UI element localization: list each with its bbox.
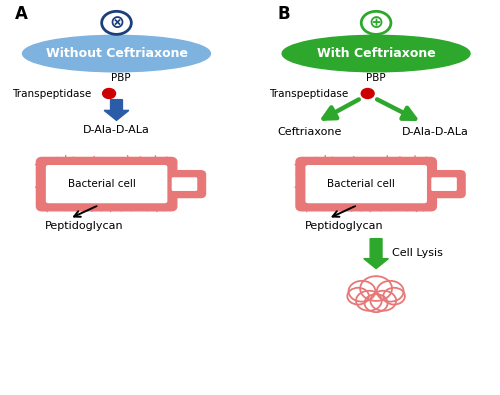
Circle shape <box>102 88 116 98</box>
Text: Bacterial cell: Bacterial cell <box>328 179 395 189</box>
Text: With Ceftriaxone: With Ceftriaxone <box>316 47 436 60</box>
FancyBboxPatch shape <box>304 164 428 204</box>
Text: Cell Lysis: Cell Lysis <box>392 248 444 258</box>
Circle shape <box>361 88 374 98</box>
Text: Transpeptidase: Transpeptidase <box>269 88 348 98</box>
FancyBboxPatch shape <box>430 177 458 192</box>
Text: Transpeptidase: Transpeptidase <box>12 88 91 98</box>
Ellipse shape <box>282 35 470 72</box>
Polygon shape <box>104 100 129 120</box>
FancyBboxPatch shape <box>36 158 177 211</box>
Text: Ceftriaxone: Ceftriaxone <box>277 127 342 137</box>
FancyBboxPatch shape <box>45 164 168 204</box>
Text: A: A <box>15 5 28 23</box>
Text: B: B <box>277 5 290 23</box>
Polygon shape <box>364 239 388 269</box>
Text: ⊗: ⊗ <box>109 14 124 32</box>
FancyBboxPatch shape <box>423 171 465 198</box>
Text: PBP: PBP <box>110 73 130 83</box>
Text: D-Ala-D-ALa: D-Ala-D-ALa <box>402 127 469 137</box>
Text: ⊕: ⊕ <box>368 14 384 32</box>
FancyBboxPatch shape <box>296 158 436 211</box>
Text: Without Ceftriaxone: Without Ceftriaxone <box>46 47 188 60</box>
Text: Peptidoglycan: Peptidoglycan <box>45 221 124 231</box>
FancyBboxPatch shape <box>171 177 198 192</box>
Text: Bacterial cell: Bacterial cell <box>68 179 136 189</box>
Text: PBP: PBP <box>366 73 386 83</box>
Text: Peptidoglycan: Peptidoglycan <box>304 221 383 231</box>
Ellipse shape <box>22 35 210 72</box>
Text: D-Ala-D-ALa: D-Ala-D-ALa <box>83 125 150 135</box>
FancyBboxPatch shape <box>164 171 205 198</box>
